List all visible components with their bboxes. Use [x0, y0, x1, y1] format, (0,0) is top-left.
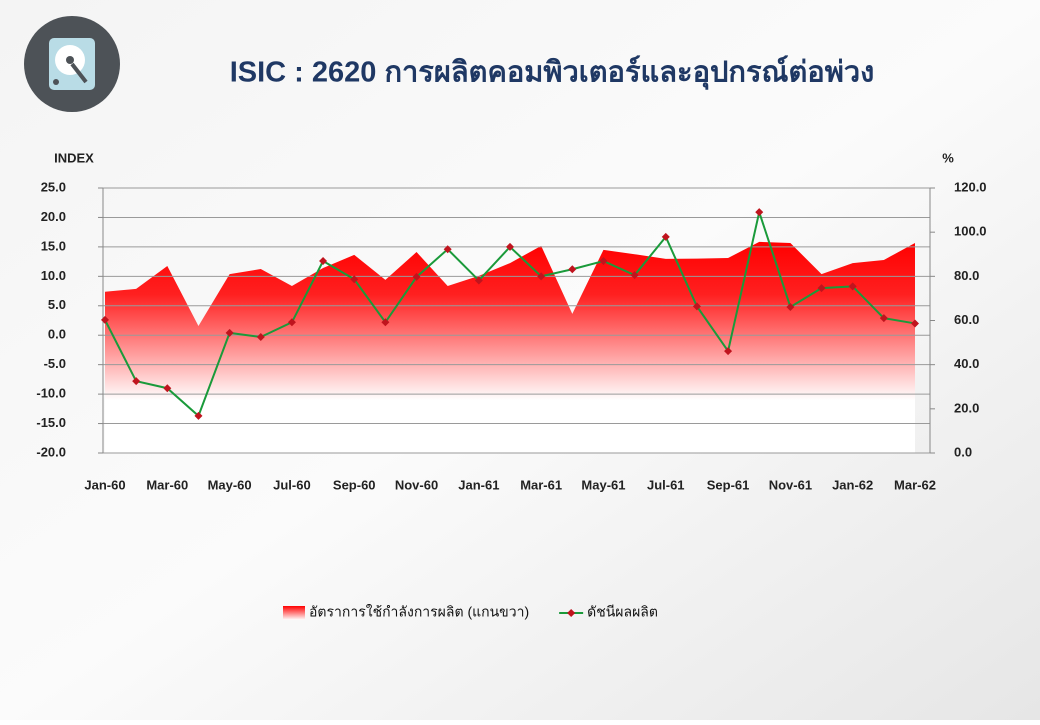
marker: [817, 284, 826, 293]
x-tick-label: Nov-61: [769, 477, 812, 492]
x-tick-label: Jul-60: [273, 477, 311, 492]
marker: [443, 245, 452, 254]
y2-tick-label: 0.0: [954, 444, 972, 459]
marker: [319, 257, 328, 266]
marker: [381, 318, 390, 327]
x-tick-label: Sep-60: [333, 477, 376, 492]
x-tick-label: Nov-60: [395, 477, 438, 492]
legend-swatch: [567, 609, 576, 617]
y-tick-label: 10.0: [41, 268, 66, 283]
y2-tick-label: 120.0: [954, 179, 987, 194]
legend-label: ดัชนีผลผลิต: [587, 604, 658, 620]
chart-title: ISIC : 2620 การผลิตคอมพิวเตอร์และอุปกรณ์…: [230, 55, 875, 90]
y2-tick-label: 20.0: [954, 400, 979, 415]
area: [105, 241, 915, 453]
legend-swatch: [283, 606, 305, 620]
x-tick-label: May-60: [208, 477, 252, 492]
x-tick-label: Mar-62: [894, 477, 936, 492]
y-tick-label: 15.0: [41, 238, 66, 253]
y-tick-label: 0.0: [48, 327, 66, 342]
marker: [101, 315, 109, 324]
marker: [911, 319, 919, 328]
marker: [724, 347, 733, 356]
y2-tick-label: 40.0: [954, 356, 979, 371]
marker: [630, 271, 639, 280]
x-tick-label: May-61: [581, 477, 625, 492]
marker: [848, 282, 857, 291]
marker: [661, 232, 670, 241]
legend-label: อัตราการใช้กำลังการผลิต (แกนขวา): [309, 604, 529, 620]
y-tick-label: 20.0: [41, 209, 66, 224]
x-tick-label: Mar-60: [146, 477, 188, 492]
x-tick-label: Sep-61: [707, 477, 750, 492]
x-tick-label: Jul-61: [647, 477, 685, 492]
marker: [412, 272, 421, 281]
marker: [692, 302, 701, 311]
marker: [786, 302, 795, 311]
marker: [599, 257, 608, 266]
x-tick-label: Jan-60: [84, 477, 125, 492]
y-tick-label: 25.0: [41, 179, 66, 194]
y2-tick-label: 80.0: [954, 268, 979, 283]
marker: [506, 242, 514, 251]
marker: [132, 377, 141, 386]
marker: [225, 328, 234, 337]
y-tick-label: -5.0: [44, 356, 66, 371]
y2-tick-label: 100.0: [954, 224, 987, 239]
y-tick-label: -20.0: [36, 444, 66, 459]
marker: [474, 276, 483, 285]
y2-axis-label: %: [942, 150, 954, 165]
y-tick-label: -15.0: [36, 415, 66, 430]
x-tick-label: Jan-61: [458, 477, 499, 492]
marker: [755, 208, 764, 217]
marker: [287, 318, 296, 327]
y-tick-label: 5.0: [48, 297, 66, 312]
marker: [256, 332, 265, 341]
marker: [194, 411, 203, 420]
marker: [879, 314, 888, 323]
marker: [350, 275, 359, 284]
y-axis-label: INDEX: [54, 150, 94, 165]
marker: [568, 265, 577, 274]
y-tick-label: -10.0: [36, 386, 66, 401]
x-tick-label: Mar-61: [520, 477, 562, 492]
y2-tick-label: 60.0: [954, 312, 979, 327]
marker: [537, 272, 546, 281]
marker: [163, 384, 172, 393]
icon: [24, 16, 120, 112]
x-tick-label: Jan-62: [832, 477, 873, 492]
